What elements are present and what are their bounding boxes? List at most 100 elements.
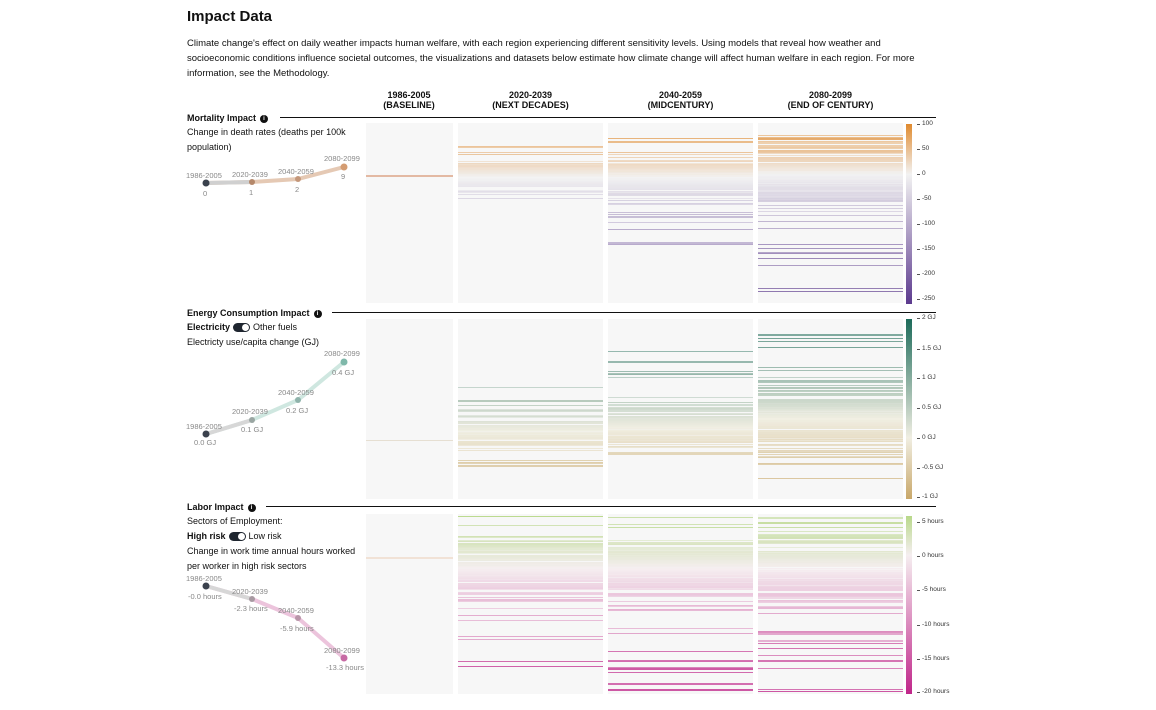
labor-panel-midcentury <box>608 514 753 694</box>
distribution-line <box>758 164 903 166</box>
distribution-line <box>458 596 603 598</box>
distribution-line <box>758 257 903 259</box>
distribution-line <box>458 568 603 571</box>
distribution-line <box>608 572 753 574</box>
distribution-line <box>758 594 903 597</box>
distribution-line <box>758 566 903 567</box>
legend-tick: -15 hours <box>916 655 950 662</box>
labor-trend-chart: 1986-2005 2020-2039 2040-2059 2080-2099 … <box>186 574 364 672</box>
distribution-line <box>758 159 903 162</box>
distribution-line <box>608 350 753 352</box>
distribution-line <box>608 550 753 552</box>
distribution-line <box>758 192 903 195</box>
distribution-line <box>458 665 603 667</box>
info-icon[interactable]: i <box>260 115 269 123</box>
legend-tick: -100 <box>916 220 936 227</box>
distribution-line <box>758 174 903 176</box>
distribution-line <box>758 563 903 565</box>
legend-tick: 50 <box>916 145 930 152</box>
distribution-line <box>608 212 753 214</box>
distribution-line <box>758 596 903 598</box>
distribution-line <box>758 416 903 418</box>
distribution-line <box>758 265 903 267</box>
distribution-line <box>608 423 753 425</box>
distribution-line <box>458 567 603 569</box>
distribution-line <box>758 555 903 557</box>
distribution-line <box>758 346 903 348</box>
distribution-line <box>608 609 753 611</box>
info-icon[interactable]: i <box>247 504 256 512</box>
distribution-line <box>758 184 903 186</box>
distribution-line <box>758 424 903 427</box>
distribution-line <box>458 588 603 590</box>
distribution-line <box>758 421 903 423</box>
distribution-line <box>458 635 603 637</box>
distribution-line <box>458 170 603 172</box>
trend-point <box>202 582 210 590</box>
distribution-line <box>458 427 603 429</box>
distribution-line <box>458 147 603 149</box>
distribution-line <box>758 412 903 414</box>
distribution-line <box>758 147 903 149</box>
distribution-line <box>608 600 753 602</box>
distribution-line <box>758 187 903 189</box>
distribution-line <box>458 516 603 518</box>
distribution-line <box>608 605 753 607</box>
distribution-line <box>458 193 603 195</box>
distribution-line <box>458 428 603 430</box>
column-header-baseline: 1986-2005 (BASELINE) <box>366 90 452 110</box>
trend-value-label: 9 <box>341 172 345 181</box>
distribution-line <box>608 443 753 445</box>
distribution-line <box>758 140 903 142</box>
distribution-line <box>458 191 603 193</box>
energy-fuel-toggle[interactable]: Electricity Other fuels <box>187 322 297 332</box>
distribution-line <box>458 552 603 555</box>
distribution-line <box>758 386 903 388</box>
energy-color-legend <box>906 319 912 499</box>
distribution-line <box>458 161 603 163</box>
distribution-line <box>758 607 903 610</box>
distribution-line <box>608 574 753 576</box>
distribution-line <box>458 181 603 183</box>
energy-title: Energy Consumption Impact i <box>187 308 322 318</box>
distribution-line <box>758 401 903 404</box>
distribution-line <box>758 451 903 453</box>
distribution-line <box>608 178 753 180</box>
distribution-line <box>608 575 753 577</box>
distribution-line <box>608 164 753 166</box>
distribution-line <box>608 568 753 570</box>
distribution-line <box>608 553 753 555</box>
distribution-line <box>758 163 903 165</box>
distribution-line <box>758 168 903 170</box>
info-icon[interactable]: i <box>313 310 322 318</box>
toggle-switch[interactable] <box>228 531 246 541</box>
distribution-line <box>458 462 603 464</box>
labor-description: Change in work time annual hours worked … <box>187 546 356 571</box>
distribution-line <box>608 171 753 173</box>
distribution-line <box>458 162 603 164</box>
toggle-label-off: Low risk <box>248 531 282 541</box>
distribution-line <box>758 449 903 451</box>
distribution-line <box>458 535 603 538</box>
distribution-line <box>758 568 903 570</box>
distribution-line <box>608 409 753 412</box>
distribution-line <box>758 144 903 147</box>
distribution-line <box>758 150 903 152</box>
distribution-line <box>758 582 903 584</box>
distribution-line <box>758 542 903 544</box>
distribution-line <box>758 560 903 562</box>
distribution-line <box>458 614 603 616</box>
distribution-line <box>608 588 753 590</box>
labor-risk-toggle[interactable]: High risk Low risk <box>187 531 282 541</box>
distribution-line <box>608 439 753 441</box>
distribution-line <box>458 146 603 148</box>
distribution-line <box>458 405 603 407</box>
distribution-line <box>458 638 603 640</box>
distribution-line <box>758 590 903 592</box>
distribution-line <box>758 158 903 161</box>
trend-value-label: -0.0 hours <box>188 592 222 601</box>
distribution-line <box>758 171 903 174</box>
mortality-panel-baseline <box>366 123 453 303</box>
toggle-switch[interactable] <box>233 322 251 332</box>
mortality-color-legend <box>906 124 912 304</box>
